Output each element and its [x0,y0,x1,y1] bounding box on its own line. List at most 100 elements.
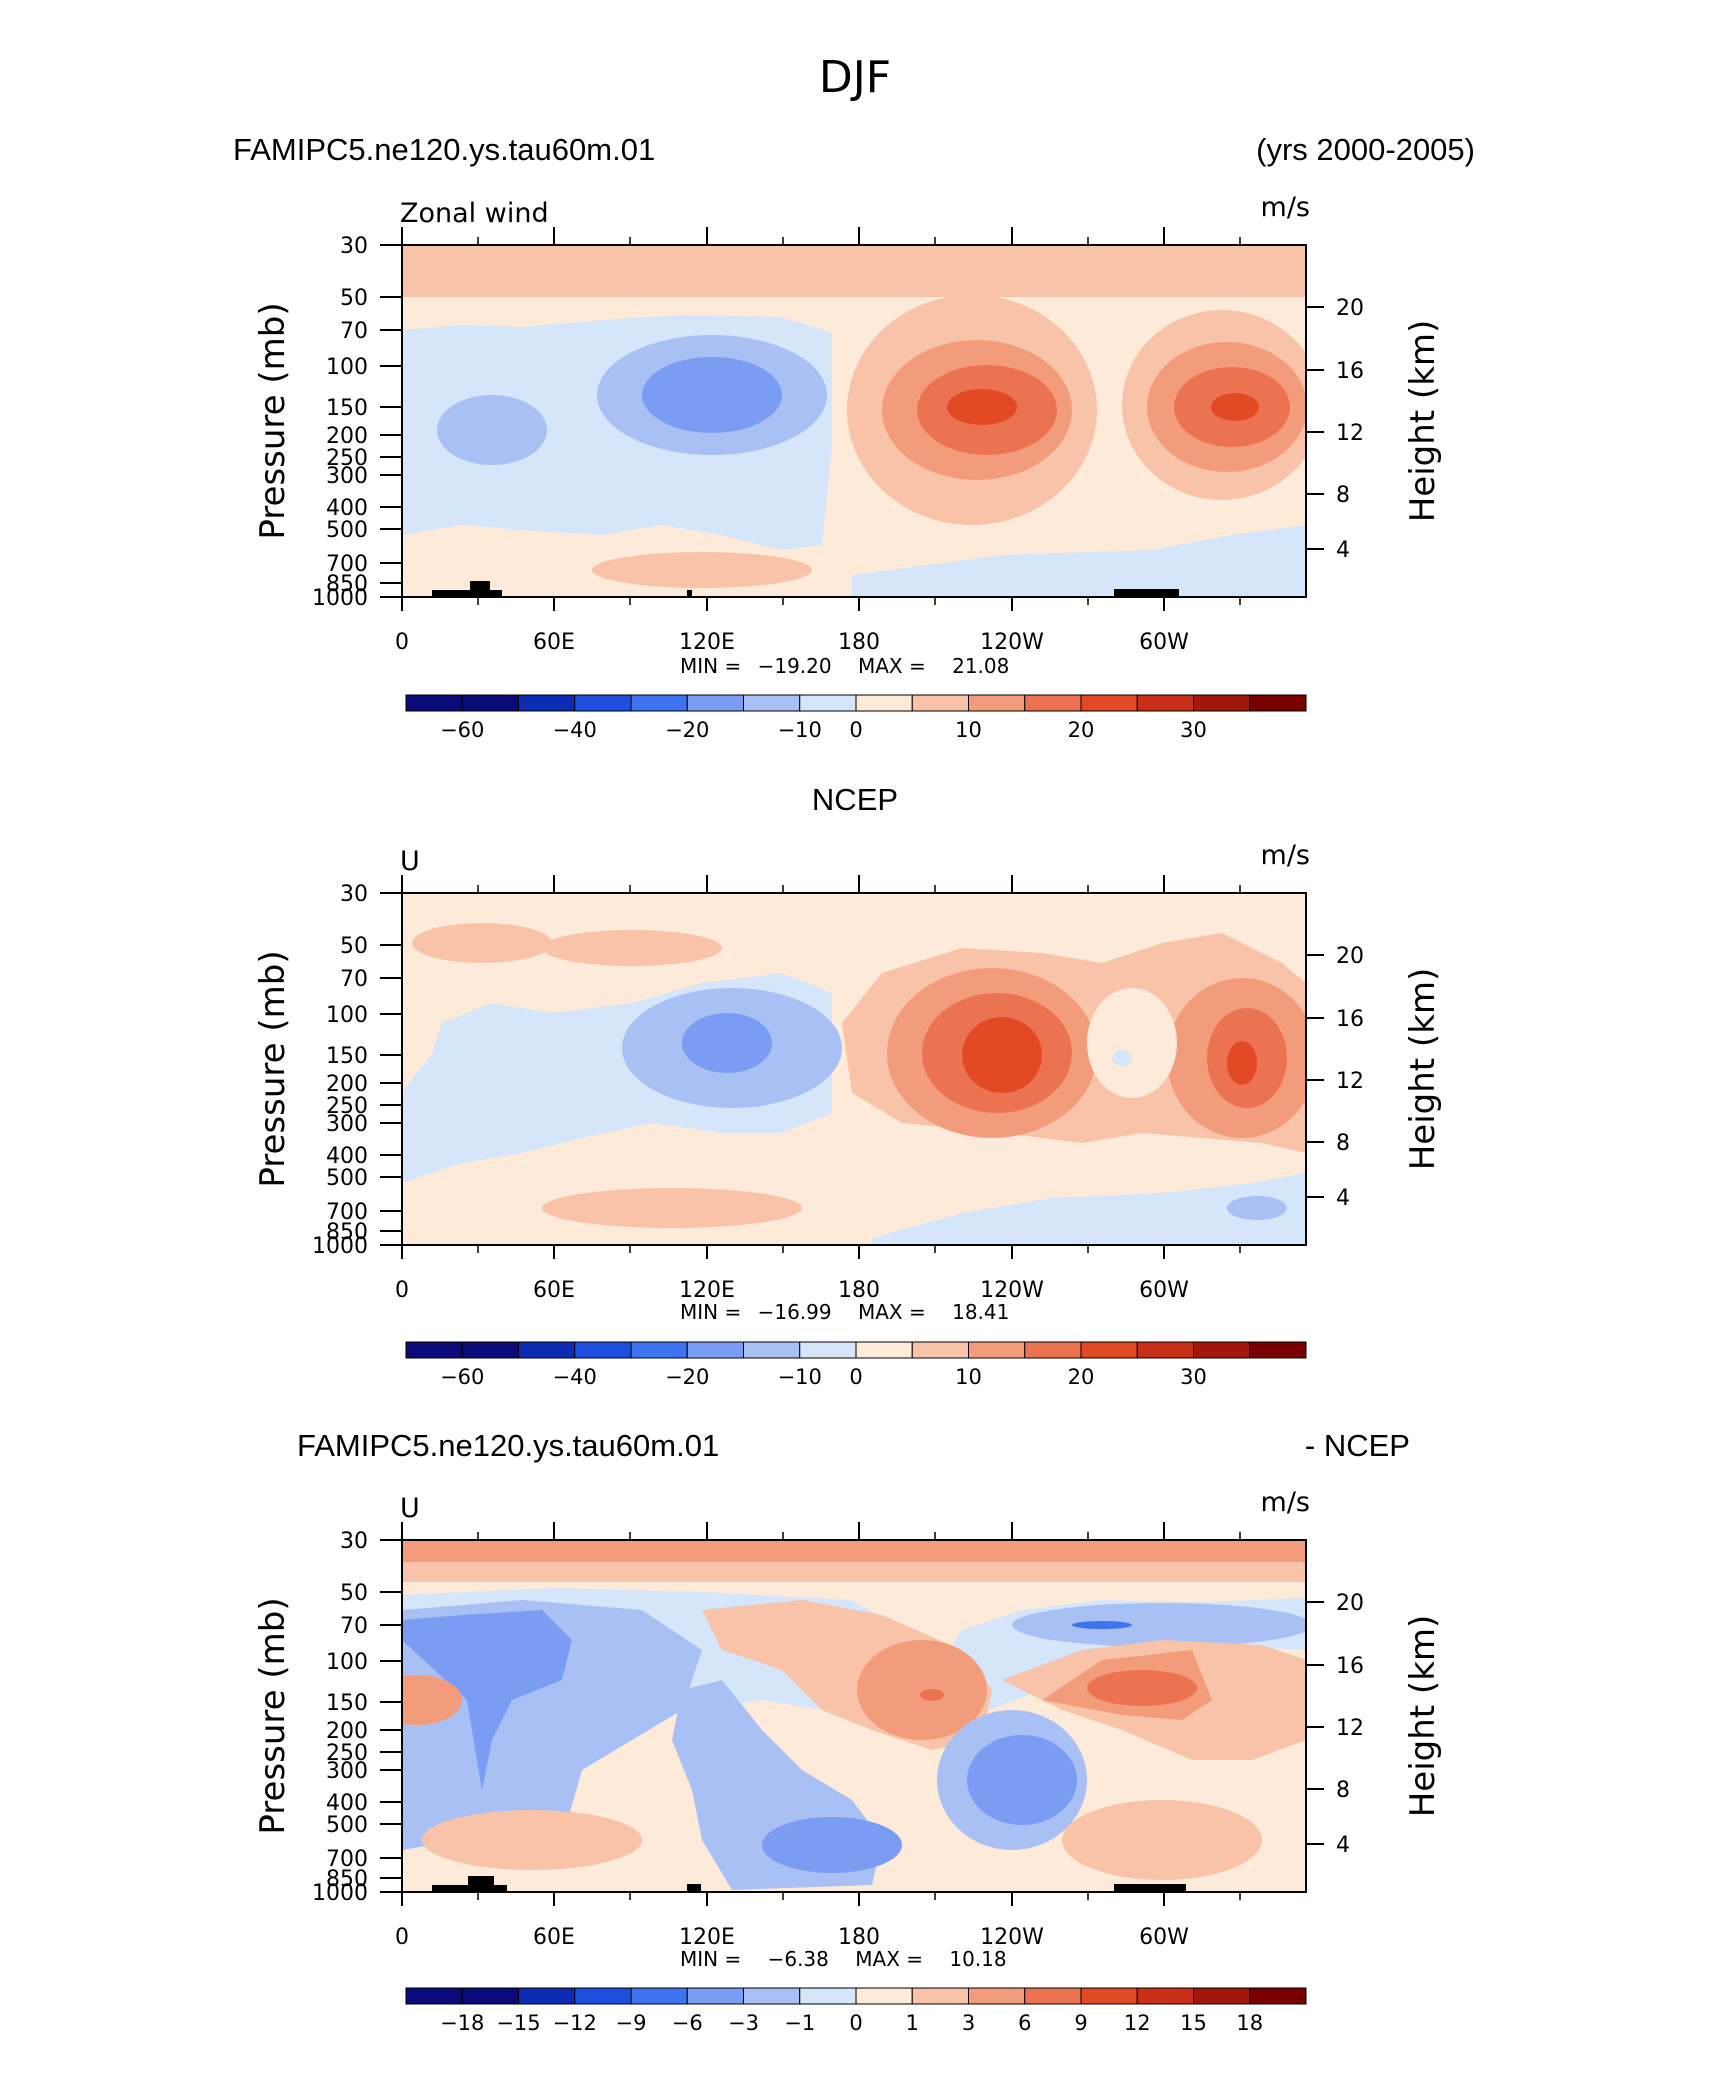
colorbar-swatch [1024,1987,1082,2005]
x-tick-label: 120W [980,1278,1044,1303]
colorbar-label: 1 [906,2011,919,2035]
colorbar-swatch [630,1987,688,2005]
colorbar-swatch [574,1987,632,2005]
colorbar-swatch [405,1341,463,1359]
y2-tick-label: 16 [1336,1007,1364,1032]
panel-obs-units: m/s [1261,840,1310,871]
westerly-core-pacific [857,1640,987,1740]
y-tick-label: 70 [340,1614,368,1639]
colorbar-label: 6 [1018,2011,1031,2035]
x-tick-label: 180 [838,1278,880,1303]
min-label: MIN = [680,654,741,678]
colorbar-swatch [968,1987,1026,2005]
y-tick-label: 500 [326,1166,368,1191]
colorbar-label: −40 [553,718,597,742]
colorbar-label: −60 [440,718,484,742]
panel-diff-frame [401,1539,1307,1893]
y-tick-label: 850 [326,572,368,597]
easterly-core-west [402,1610,572,1790]
colorbar-label: 10 [955,718,982,742]
colorbar-swatch [405,694,463,712]
surface-westerly [592,552,812,588]
y-tick-label: 150 [326,1044,368,1069]
colorbar-label: 0 [849,718,862,742]
y-tick-label: 250 [326,1094,368,1119]
y2-tick-label: 8 [1336,483,1350,508]
colorbar-swatch [1193,1987,1251,2005]
y2-tick-label: 8 [1336,1778,1350,1803]
x-tick-label: 60E [533,630,575,655]
y-tick-label: 1000 [312,586,368,611]
westerly-jet-atlantic-core [1211,393,1259,421]
colorbar-label: 3 [962,2011,975,2035]
colorbar-swatch [1080,1987,1138,2005]
orography-andes [1114,1884,1186,1892]
colorbar-label: −40 [553,1365,597,1389]
colorbar-swatch [630,1341,688,1359]
colorbar-swatch [743,694,801,712]
colorbar-label: −20 [665,718,709,742]
x-tick-label: 60W [1139,1278,1189,1303]
y-tick-label: 500 [326,518,368,543]
y-tick-label: 200 [326,424,368,449]
orography-plateau [470,581,490,597]
westerly-max-pacific [920,1689,944,1701]
colorbar-label: −1 [784,2011,815,2035]
min-value: −16.99 [758,1300,832,1324]
easterly-cell-small [1112,1050,1132,1066]
colorbar-swatch [1249,1987,1307,2005]
colorbar-label: 30 [1180,1365,1207,1389]
easterly-max-asia [682,1013,772,1073]
max-label: MAX = [858,654,926,678]
colorbar-swatch [799,1341,857,1359]
y2-tick-label: 12 [1336,1069,1364,1094]
panel-diff-left-title: FAMIPC5.ne120.ys.tau60m.01 [297,1428,719,1463]
colorbar-swatch [1024,1341,1082,1359]
y-tick-label: 850 [326,1220,368,1245]
panel-model-colorbar: −60 −40 −20 −10 0 10 20 30 [405,694,1307,742]
panel-diff-left-string: U [400,1493,420,1524]
max-label: MAX = [858,1300,926,1324]
y-tick-label: 100 [326,355,368,380]
westerly-jet-pacific-core [962,1017,1042,1093]
panel-diff-right-title: - NCEP [1305,1428,1410,1463]
stratosphere-band [402,245,1306,297]
colorbar-label: −20 [665,1365,709,1389]
orography-plateau [468,1876,494,1892]
westerly-max-atlantic [1087,1670,1197,1706]
colorbar-label: 12 [1124,2011,1151,2035]
colorbar-label: −15 [496,2011,540,2035]
colorbar-swatch [405,1987,463,2005]
y-tick-label: 100 [326,1003,368,1028]
colorbar-label: −9 [616,2011,647,2035]
colorbar-label: 20 [1068,1365,1095,1389]
panel-obs-title: NCEP [812,782,898,817]
y-tick-label: 150 [326,396,368,421]
colorbar-label: 9 [1074,2011,1087,2035]
y-tick-label: 250 [326,1741,368,1766]
westerly-cell-west [402,1675,462,1725]
y2-axis-label: Height (km) [1403,968,1443,1171]
easterly-core-central [762,1817,902,1873]
y2-tick-label: 12 [1336,1716,1364,1741]
colorbar-swatch [1193,1341,1251,1359]
colorbar-swatch [461,1341,519,1359]
colorbar-label: −10 [778,1365,822,1389]
colorbar-swatch [630,694,688,712]
easterly-core-upper-east [1012,1603,1306,1647]
y-tick-label: 850 [326,1867,368,1892]
min-value: −6.38 [768,1947,829,1971]
y2-tick-label: 20 [1336,1591,1364,1616]
y-tick-label: 700 [326,552,368,577]
colorbar-swatch [968,694,1026,712]
y2-tick-label: 4 [1336,1833,1350,1858]
max-value: 10.18 [949,1947,1006,1971]
x-tick-label: 0 [395,630,409,655]
y-tick-label: 400 [326,1144,368,1169]
surface-westerly [542,1188,802,1228]
x-tick-label: 180 [838,1925,880,1950]
